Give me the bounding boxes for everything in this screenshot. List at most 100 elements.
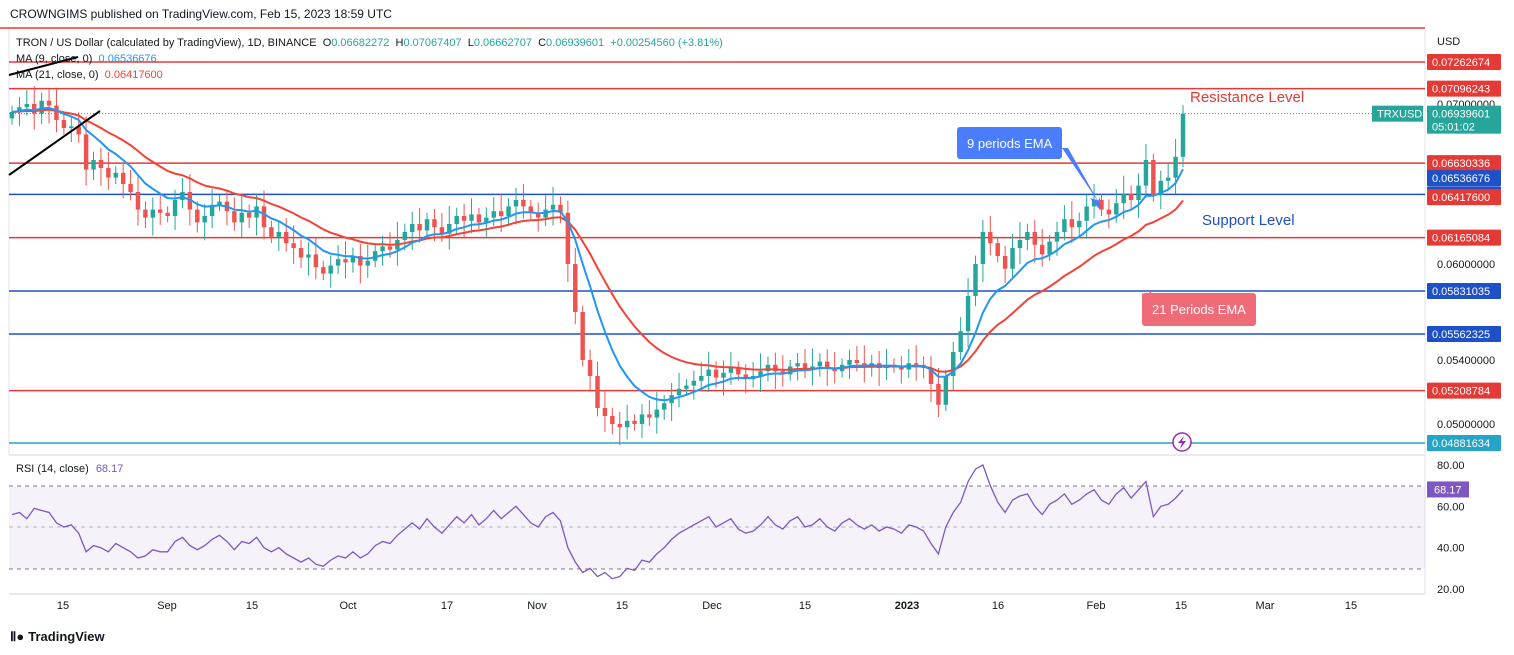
candle-body[interactable]: [106, 168, 111, 178]
trend-line-upper[interactable]: [8, 56, 79, 76]
candle-body[interactable]: [113, 172, 118, 178]
candle-body[interactable]: [743, 374, 748, 380]
candle-body[interactable]: [1121, 193, 1126, 204]
candle-body[interactable]: [943, 376, 949, 405]
candle-body[interactable]: [39, 100, 44, 114]
rsi-line[interactable]: [11, 464, 1184, 580]
candle-body[interactable]: [172, 200, 178, 216]
candle-body[interactable]: [573, 264, 578, 312]
candle-body[interactable]: [913, 363, 919, 365]
candle-body[interactable]: [202, 216, 207, 223]
candle-body[interactable]: [135, 192, 141, 210]
candle-body[interactable]: [802, 363, 808, 370]
candle-body[interactable]: [402, 232, 408, 240]
candle-body[interactable]: [817, 361, 823, 367]
candle-body[interactable]: [1077, 220, 1082, 228]
candle-body[interactable]: [246, 212, 252, 218]
candle-body[interactable]: [484, 217, 489, 223]
candle-body[interactable]: [365, 260, 370, 266]
candle-body[interactable]: [1069, 219, 1075, 228]
candle-body[interactable]: [1114, 203, 1119, 215]
candle-body[interactable]: [1091, 200, 1097, 207]
candle-body[interactable]: [1025, 232, 1030, 240]
candle-body[interactable]: [447, 224, 452, 234]
candle-body[interactable]: [91, 160, 96, 170]
candle-body[interactable]: [550, 204, 556, 210]
candle-body[interactable]: [661, 403, 667, 410]
candle-body[interactable]: [595, 376, 600, 408]
candle-body[interactable]: [899, 366, 904, 370]
candle-body[interactable]: [165, 212, 170, 216]
candle-body[interactable]: [17, 107, 22, 112]
candle-body[interactable]: [506, 206, 511, 216]
candle-body[interactable]: [439, 227, 445, 234]
lightning-icon[interactable]: [1172, 432, 1192, 452]
candle-body[interactable]: [372, 251, 378, 261]
candle-body[interactable]: [1106, 209, 1112, 215]
candle-body[interactable]: [476, 214, 482, 223]
candle-body[interactable]: [298, 248, 304, 258]
candle-body[interactable]: [1180, 113, 1186, 157]
candle-body[interactable]: [498, 211, 504, 216]
candle-body[interactable]: [291, 243, 296, 248]
candle-body[interactable]: [209, 204, 215, 216]
candle-body[interactable]: [83, 134, 89, 170]
candle-body[interactable]: [313, 254, 319, 268]
candle-body[interactable]: [1054, 232, 1060, 242]
candle-body[interactable]: [283, 232, 289, 244]
trend-line-lower[interactable]: [8, 110, 101, 176]
candle-body[interactable]: [432, 219, 437, 228]
candle-body[interactable]: [617, 424, 622, 428]
candle-body[interactable]: [120, 172, 126, 184]
candle-body[interactable]: [965, 296, 971, 332]
candle-body[interactable]: [587, 360, 593, 376]
candle-body[interactable]: [654, 409, 660, 418]
candle-body[interactable]: [128, 184, 133, 192]
candle-body[interactable]: [721, 372, 726, 378]
candle-body[interactable]: [217, 201, 222, 205]
candle-body[interactable]: [1136, 185, 1141, 200]
candle-body[interactable]: [713, 369, 719, 378]
candle-body[interactable]: [409, 224, 415, 232]
candle-body[interactable]: [261, 206, 267, 228]
candle-body[interactable]: [676, 388, 682, 396]
candle-body[interactable]: [973, 264, 978, 296]
candle-body[interactable]: [1017, 240, 1023, 248]
candle-body[interactable]: [76, 126, 81, 135]
candle-body[interactable]: [358, 256, 363, 266]
candle-body[interactable]: [558, 204, 563, 213]
candle-body[interactable]: [328, 265, 333, 274]
candle-body[interactable]: [1173, 156, 1178, 178]
candle-body[interactable]: [306, 254, 311, 258]
candle-body[interactable]: [158, 209, 163, 213]
candle-body[interactable]: [610, 416, 615, 424]
candle-body[interactable]: [69, 126, 74, 128]
candle-body[interactable]: [565, 212, 571, 264]
candle-body[interactable]: [469, 214, 474, 221]
candle-body[interactable]: [647, 414, 652, 418]
candle-body[interactable]: [995, 243, 1000, 256]
candle-body[interactable]: [269, 227, 274, 237]
candle-body[interactable]: [795, 363, 800, 367]
candle-body[interactable]: [847, 360, 852, 365]
candle-body[interactable]: [691, 380, 697, 386]
candle-body[interactable]: [580, 312, 585, 360]
candle-body[interactable]: [343, 259, 348, 263]
candle-body[interactable]: [528, 206, 534, 213]
candle-body[interactable]: [699, 376, 704, 381]
candle-body[interactable]: [624, 420, 630, 428]
candle-body[interactable]: [765, 364, 771, 372]
candle-body[interactable]: [854, 360, 860, 364]
candle-body[interactable]: [387, 246, 393, 250]
candle-body[interactable]: [417, 224, 422, 231]
candle-body[interactable]: [380, 246, 385, 252]
candle-body[interactable]: [1151, 160, 1156, 196]
candle-body[interactable]: [928, 368, 934, 384]
candle-body[interactable]: [1010, 248, 1015, 269]
candle-body[interactable]: [150, 209, 156, 218]
candle-body[interactable]: [46, 100, 52, 106]
candle-body[interactable]: [254, 206, 259, 218]
candle-body[interactable]: [958, 331, 963, 352]
candle-body[interactable]: [461, 216, 467, 221]
